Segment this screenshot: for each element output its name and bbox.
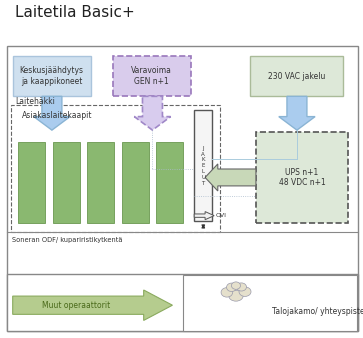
Text: Soneran ODF/ kupariristikytkentä: Soneran ODF/ kupariristikytkentä	[12, 237, 123, 243]
Polygon shape	[134, 96, 171, 130]
Text: OVI: OVI	[216, 213, 227, 218]
Text: Asiakaslaitekaapit: Asiakaslaitekaapit	[22, 111, 92, 120]
Ellipse shape	[229, 290, 243, 301]
FancyBboxPatch shape	[7, 274, 358, 331]
Ellipse shape	[239, 287, 251, 296]
Ellipse shape	[227, 283, 237, 291]
Text: UPS n+1
48 VDC n+1: UPS n+1 48 VDC n+1	[279, 168, 325, 187]
FancyBboxPatch shape	[194, 110, 212, 221]
Polygon shape	[194, 212, 214, 220]
Polygon shape	[13, 290, 172, 320]
Ellipse shape	[232, 282, 241, 289]
FancyBboxPatch shape	[11, 105, 220, 232]
Polygon shape	[279, 96, 315, 130]
Text: Varavoima
GEN n+1: Varavoima GEN n+1	[131, 66, 172, 86]
Polygon shape	[205, 164, 256, 191]
FancyBboxPatch shape	[156, 142, 183, 223]
Text: 230 VAC jakelu: 230 VAC jakelu	[268, 72, 326, 80]
FancyBboxPatch shape	[183, 275, 357, 331]
FancyBboxPatch shape	[87, 142, 114, 223]
Text: J
A
K
E
L
U
T: J A K E L U T	[201, 146, 205, 186]
Text: Laitetila Basic+: Laitetila Basic+	[15, 5, 134, 20]
FancyBboxPatch shape	[7, 46, 358, 331]
Polygon shape	[34, 96, 70, 130]
Text: Keskusjäähdytys
ja kaappikoneet: Keskusjäähdytys ja kaappikoneet	[20, 66, 84, 86]
Ellipse shape	[236, 283, 246, 291]
FancyBboxPatch shape	[18, 142, 45, 223]
FancyBboxPatch shape	[53, 142, 80, 223]
Text: Laitehäkki: Laitehäkki	[15, 97, 55, 106]
Ellipse shape	[221, 288, 233, 297]
Text: Muut operaattorit: Muut operaattorit	[42, 301, 110, 310]
FancyBboxPatch shape	[122, 142, 149, 223]
Text: Talojakamo/ yhteyspiste: Talojakamo/ yhteyspiste	[272, 307, 363, 316]
FancyBboxPatch shape	[13, 56, 91, 96]
FancyBboxPatch shape	[250, 56, 343, 96]
FancyBboxPatch shape	[113, 56, 191, 96]
FancyBboxPatch shape	[256, 132, 348, 223]
